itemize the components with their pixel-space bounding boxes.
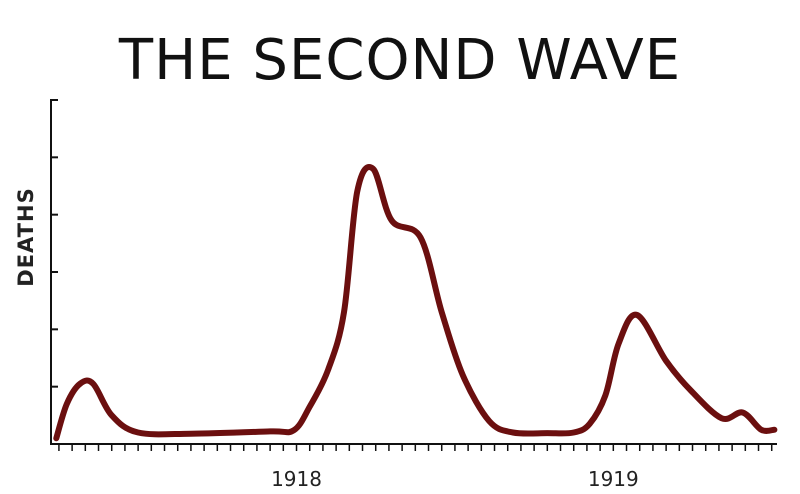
deaths-series-line bbox=[53, 164, 778, 442]
chart-axes bbox=[50, 100, 777, 445]
x-tick-label: 1919 bbox=[588, 467, 639, 491]
x-axis-tick-labels: 1918 1919 bbox=[271, 467, 639, 491]
x-tick-label: 1918 bbox=[271, 467, 322, 491]
chart-title: THE SECOND WAVE bbox=[118, 28, 682, 93]
y-axis-title: DEATHS bbox=[14, 187, 38, 286]
y-axis-ticks bbox=[50, 99, 58, 445]
x-axis-ticks bbox=[58, 444, 773, 451]
series-group bbox=[53, 164, 778, 442]
